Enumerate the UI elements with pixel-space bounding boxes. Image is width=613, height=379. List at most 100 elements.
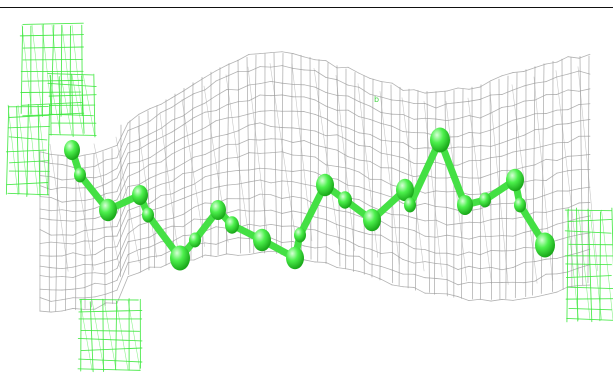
density-mesh-strand	[380, 220, 393, 229]
density-mesh-strand	[358, 231, 371, 236]
density-mesh-strand	[380, 81, 393, 84]
density-mesh-strand	[237, 84, 250, 91]
difference-mesh-strand	[564, 209, 613, 212]
density-mesh-strand	[50, 241, 63, 244]
density-mesh-strand	[215, 75, 228, 82]
atom	[479, 192, 491, 208]
density-mesh-strand	[281, 196, 294, 199]
density-mesh-strand	[50, 209, 63, 212]
density-mesh-strand	[402, 242, 415, 250]
density-mesh-strand	[391, 251, 404, 260]
density-mesh-strand	[160, 119, 173, 129]
density-mesh-strand	[292, 210, 305, 214]
density-mesh-strand	[49, 143, 69, 272]
density-mesh-strand	[512, 149, 525, 153]
density-mesh-strand	[171, 124, 184, 133]
density-mesh-strand	[314, 229, 327, 235]
density-mesh-strand	[270, 180, 283, 184]
density-mesh-strand	[490, 106, 503, 114]
density-mesh-strand	[309, 56, 312, 260]
density-mesh-strand	[270, 224, 283, 227]
density-mesh-strand	[501, 119, 514, 126]
atom	[535, 232, 555, 258]
density-mesh-strand	[446, 252, 459, 256]
density-mesh-strand	[237, 124, 250, 132]
difference-mesh-strand	[22, 22, 84, 25]
density-mesh-strand	[435, 278, 448, 281]
difference-mesh-strand	[564, 230, 612, 234]
density-mesh-strand	[193, 190, 206, 195]
density-mesh-strand	[479, 145, 492, 147]
density-mesh-strand	[512, 117, 525, 121]
density-mesh-strand	[534, 294, 547, 298]
density-mesh-strand	[215, 226, 228, 229]
density-mesh-strand	[105, 268, 118, 275]
density-mesh-strand	[149, 149, 162, 159]
density-mesh-strand	[512, 85, 525, 91]
density-mesh-strand	[94, 302, 107, 310]
difference-mesh-strand	[566, 208, 569, 323]
density-mesh-strand	[380, 265, 393, 271]
density-mesh-strand	[61, 220, 74, 222]
density-mesh-strand	[237, 152, 250, 158]
density-mesh-strand	[347, 211, 360, 217]
density-mesh-strand	[545, 158, 558, 161]
density-mesh-strand	[171, 198, 184, 204]
density-mesh-strand	[556, 170, 569, 174]
density-mesh-strand	[314, 156, 327, 166]
density-mesh-strand	[225, 74, 250, 240]
density-mesh-strand	[193, 102, 206, 109]
density-mesh-strand	[281, 82, 294, 85]
density-mesh-strand	[39, 175, 52, 178]
density-mesh-strand	[314, 114, 327, 120]
density-mesh-strand	[193, 202, 206, 208]
density-mesh-strand	[523, 296, 536, 300]
density-mesh-strand	[259, 66, 272, 68]
density-mesh-strand	[204, 242, 217, 245]
density-mesh-strand	[226, 70, 239, 77]
density-mesh-strand	[50, 176, 63, 181]
atom	[363, 208, 381, 232]
density-mesh-strand	[181, 99, 205, 247]
density-mesh-strand	[391, 140, 404, 143]
density-mesh-strand	[127, 224, 140, 235]
density-mesh-strand	[467, 97, 492, 285]
density-mesh-strand	[578, 119, 591, 122]
density-mesh-strand	[160, 261, 173, 268]
density-mesh-strand	[259, 224, 272, 227]
density-mesh-strand	[446, 102, 459, 105]
density-mesh-strand	[578, 103, 591, 105]
density-mesh-strand	[248, 53, 261, 55]
difference-mesh-strand	[19, 34, 84, 37]
density-mesh-strand	[371, 78, 374, 278]
density-mesh-strand	[446, 207, 459, 211]
density-mesh-strand	[303, 155, 316, 158]
density-mesh-strand	[468, 221, 481, 224]
density-mesh-strand	[402, 214, 415, 219]
density-mesh-strand	[270, 51, 283, 53]
density-mesh-strand	[303, 140, 316, 146]
density-mesh-strand	[116, 233, 129, 260]
difference-mesh-strand	[48, 134, 97, 136]
density-mesh-strand	[248, 252, 261, 256]
density-mesh-strand	[182, 206, 195, 215]
difference-mesh-strand	[566, 209, 579, 321]
density-mesh-strand	[402, 89, 415, 91]
density-mesh-strand	[423, 100, 443, 277]
density-mesh-strand	[570, 57, 573, 288]
density-mesh-strand	[391, 99, 404, 102]
density-mesh-strand	[61, 252, 74, 257]
density-mesh-strand	[83, 152, 96, 156]
density-mesh-strand	[402, 131, 415, 134]
density-mesh-strand	[72, 210, 85, 212]
density-mesh-strand	[61, 209, 74, 212]
density-mesh-strand	[358, 171, 371, 180]
density-mesh-strand	[479, 266, 492, 270]
density-mesh-strand	[490, 75, 503, 82]
density-mesh-strand	[270, 168, 283, 171]
density-mesh-strand	[424, 219, 437, 222]
density-mesh-strand	[72, 263, 85, 268]
density-mesh-strand	[523, 198, 536, 201]
density-mesh-strand	[468, 86, 481, 90]
